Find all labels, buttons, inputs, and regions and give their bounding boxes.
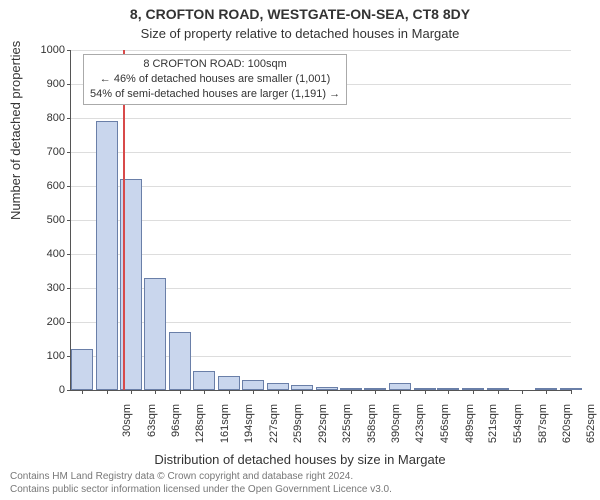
y-tick-label: 0 xyxy=(25,384,65,396)
x-tick-mark xyxy=(82,390,83,394)
x-tick-label: 128sqm xyxy=(194,404,206,454)
histogram-bar xyxy=(71,349,93,390)
y-tick-mark xyxy=(67,84,71,85)
histogram-bar xyxy=(218,376,240,390)
highlight-callout: 8 CROFTON ROAD: 100sqm ← 46% of detached… xyxy=(83,54,347,105)
y-tick-label: 800 xyxy=(25,112,65,124)
x-tick-mark xyxy=(180,390,181,394)
x-tick-label: 259sqm xyxy=(292,404,304,454)
y-tick-label: 500 xyxy=(25,214,65,226)
histogram-bar xyxy=(193,371,215,390)
x-tick-mark xyxy=(375,390,376,394)
histogram-bar xyxy=(242,380,264,390)
y-tick-mark xyxy=(67,118,71,119)
histogram-bar xyxy=(389,383,411,390)
title-address: 8, CROFTON ROAD, WESTGATE-ON-SEA, CT8 8D… xyxy=(0,6,600,22)
y-tick-mark xyxy=(67,186,71,187)
x-tick-mark xyxy=(155,390,156,394)
x-tick-label: 227sqm xyxy=(268,404,280,454)
x-tick-mark xyxy=(229,390,230,394)
callout-line-1: 8 CROFTON ROAD: 100sqm xyxy=(90,57,340,72)
x-tick-mark xyxy=(400,390,401,394)
x-tick-label: 63sqm xyxy=(146,404,158,454)
x-tick-label: 96sqm xyxy=(170,404,182,454)
gridline xyxy=(71,220,571,221)
title-subtitle: Size of property relative to detached ho… xyxy=(0,26,600,41)
y-tick-label: 200 xyxy=(25,316,65,328)
y-axis-label: Number of detached properties xyxy=(8,41,23,220)
histogram-bar xyxy=(144,278,166,390)
callout-line-2: ← 46% of detached houses are smaller (1,… xyxy=(90,72,340,87)
y-tick-label: 900 xyxy=(25,78,65,90)
x-tick-label: 521sqm xyxy=(487,404,499,454)
x-axis-label: Distribution of detached houses by size … xyxy=(0,452,600,467)
x-tick-mark xyxy=(351,390,352,394)
x-tick-label: 423sqm xyxy=(414,404,426,454)
x-tick-mark xyxy=(522,390,523,394)
x-tick-label: 358sqm xyxy=(366,404,378,454)
x-tick-label: 620sqm xyxy=(561,404,573,454)
chart-container: 8, CROFTON ROAD, WESTGATE-ON-SEA, CT8 8D… xyxy=(0,0,600,500)
histogram-bar xyxy=(267,383,289,390)
y-tick-mark xyxy=(67,322,71,323)
y-tick-mark xyxy=(67,390,71,391)
footer-line-2: Contains public sector information licen… xyxy=(10,484,392,497)
footer-attribution: Contains HM Land Registry data © Crown c… xyxy=(10,471,392,496)
x-tick-mark xyxy=(107,390,108,394)
x-tick-mark xyxy=(131,390,132,394)
histogram-bar xyxy=(96,121,118,390)
x-tick-mark xyxy=(204,390,205,394)
gridline xyxy=(71,152,571,153)
y-tick-label: 400 xyxy=(25,248,65,260)
histogram-bar xyxy=(169,332,191,390)
x-tick-mark xyxy=(448,390,449,394)
y-tick-label: 700 xyxy=(25,146,65,158)
y-tick-label: 600 xyxy=(25,180,65,192)
gridline xyxy=(71,118,571,119)
x-tick-mark xyxy=(473,390,474,394)
x-tick-label: 325sqm xyxy=(341,404,353,454)
x-tick-label: 489sqm xyxy=(464,404,476,454)
x-tick-label: 456sqm xyxy=(439,404,451,454)
y-tick-mark xyxy=(67,220,71,221)
x-tick-mark xyxy=(253,390,254,394)
x-tick-label: 554sqm xyxy=(512,404,524,454)
x-tick-label: 30sqm xyxy=(121,404,133,454)
x-tick-label: 390sqm xyxy=(390,404,402,454)
x-tick-label: 161sqm xyxy=(219,404,231,454)
x-tick-label: 292sqm xyxy=(317,404,329,454)
x-tick-mark xyxy=(302,390,303,394)
y-tick-mark xyxy=(67,152,71,153)
x-tick-label: 587sqm xyxy=(537,404,549,454)
y-tick-label: 1000 xyxy=(25,44,65,56)
x-tick-mark xyxy=(278,390,279,394)
gridline xyxy=(71,50,571,51)
callout-line-3: 54% of semi-detached houses are larger (… xyxy=(90,87,340,102)
gridline xyxy=(71,186,571,187)
x-tick-label: 652sqm xyxy=(585,404,597,454)
gridline xyxy=(71,254,571,255)
y-tick-mark xyxy=(67,254,71,255)
y-tick-label: 100 xyxy=(25,350,65,362)
y-tick-mark xyxy=(67,288,71,289)
x-tick-mark xyxy=(498,390,499,394)
y-tick-label: 300 xyxy=(25,282,65,294)
plot-area: 01002003004005006007008009001000 8 CROFT… xyxy=(70,50,571,391)
x-tick-label: 194sqm xyxy=(243,404,255,454)
y-tick-mark xyxy=(67,50,71,51)
x-tick-mark xyxy=(571,390,572,394)
x-tick-mark xyxy=(546,390,547,394)
x-tick-mark xyxy=(425,390,426,394)
x-tick-mark xyxy=(327,390,328,394)
footer-line-1: Contains HM Land Registry data © Crown c… xyxy=(10,471,392,484)
